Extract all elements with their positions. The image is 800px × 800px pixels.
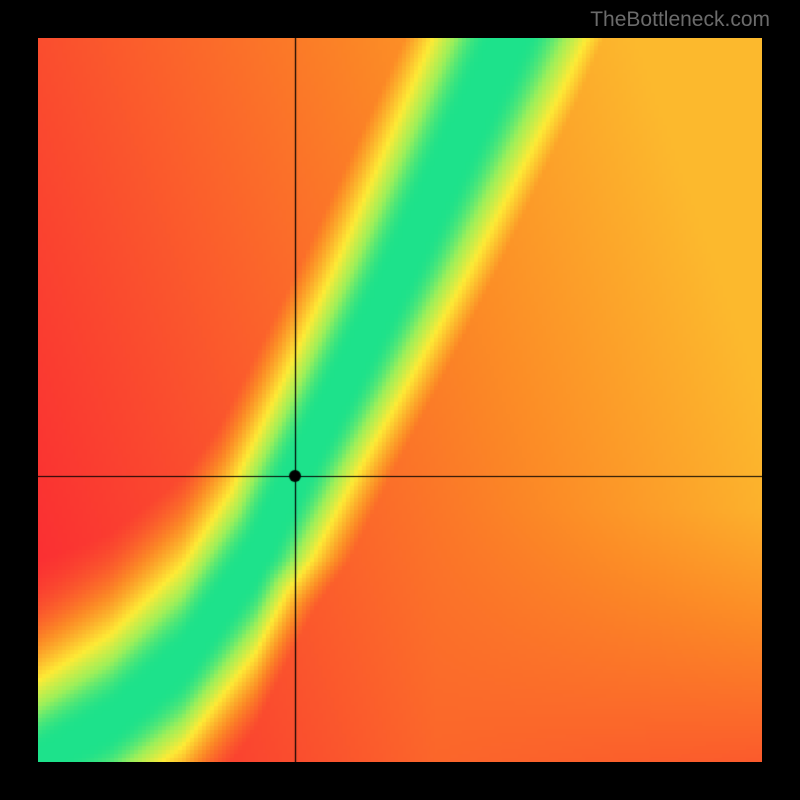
watermark-text: TheBottleneck.com — [590, 8, 770, 32]
heatmap-canvas — [38, 38, 762, 762]
bottleneck-heatmap — [38, 38, 762, 762]
